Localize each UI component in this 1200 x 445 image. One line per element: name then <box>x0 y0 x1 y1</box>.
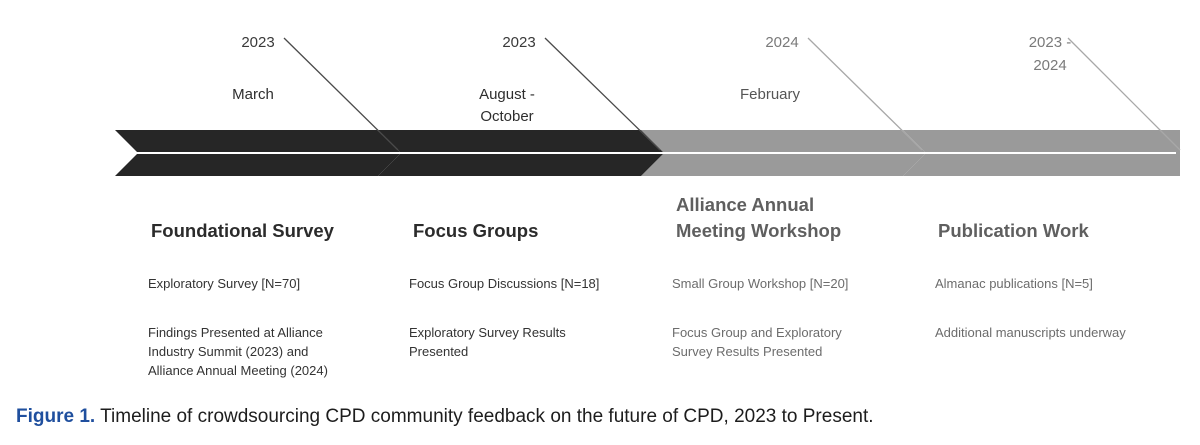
stage-3-item-2: Focus Group and Exploratory Survey Resul… <box>672 325 842 359</box>
stage-4-item-1: Almanac publications [N=5] <box>935 276 1093 291</box>
stage-3-title: Alliance Annual Meeting Workshop <box>676 194 842 241</box>
stage-2-item-2: Exploratory Survey Results Presented <box>409 325 566 359</box>
leader-line-2 <box>544 37 661 151</box>
stage-2-year: 2023 <box>502 34 536 51</box>
stage-1-period: March <box>232 86 274 103</box>
timeline-diagram <box>115 37 1181 176</box>
stage-1-year: 2023 <box>241 34 275 51</box>
stage-3-year: 2024 <box>765 34 799 51</box>
stage-2-title: Focus Groups <box>413 220 539 241</box>
stage-1-item-2: Findings Presented at Alliance Industry … <box>148 325 328 378</box>
stage-2-period: August - October <box>479 86 535 125</box>
stage-1-title: Foundational Survey <box>151 220 334 241</box>
timeline-arrows <box>115 37 1181 176</box>
stage-3-period: February <box>739 86 801 103</box>
leader-line-1 <box>283 37 399 151</box>
figure-caption: Figure 1. Timeline of crowdsourcing CPD … <box>16 404 874 430</box>
stage-4-year: 2023 - 2024 <box>1028 34 1072 74</box>
stage-3-item-1: Small Group Workshop [N=20] <box>672 276 849 291</box>
figure-caption-text: Timeline of crowdsourcing CPD community … <box>95 406 874 427</box>
leader-line-4 <box>1067 37 1181 151</box>
stage-1-item-1: Exploratory Survey [N=70] <box>148 276 301 291</box>
figure-caption-label: Figure 1. <box>16 406 96 427</box>
leader-line-3 <box>807 37 923 151</box>
stage-4-item-2: Additional manuscripts underway <box>935 325 1126 340</box>
stage-2-item-1: Focus Group Discussions [N=18] <box>409 276 600 291</box>
stage-4-title: Publication Work <box>938 220 1089 241</box>
